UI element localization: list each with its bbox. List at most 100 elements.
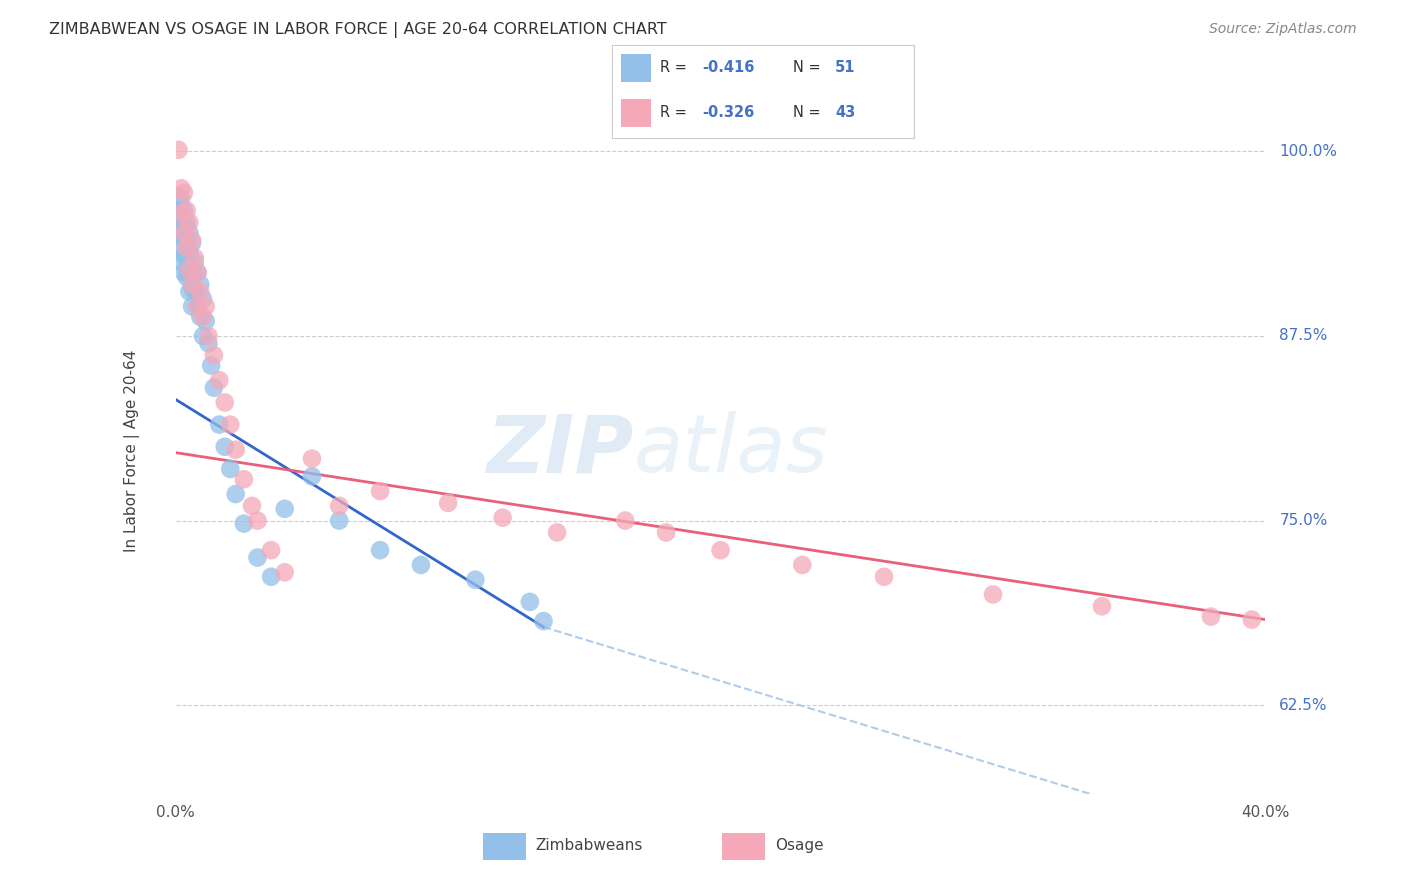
Point bbox=[188, 310, 211, 324]
Point bbox=[546, 525, 568, 540]
Point bbox=[173, 203, 195, 218]
Point bbox=[179, 226, 201, 240]
Point bbox=[214, 440, 236, 454]
Point bbox=[179, 262, 201, 277]
Point bbox=[873, 570, 896, 584]
Bar bbox=[484, 833, 526, 860]
Point bbox=[368, 484, 391, 499]
Point bbox=[437, 496, 460, 510]
Point bbox=[181, 277, 204, 292]
Point bbox=[260, 543, 283, 558]
Point bbox=[368, 543, 391, 558]
Text: ZIP: ZIP bbox=[486, 411, 633, 490]
Point bbox=[186, 300, 209, 314]
Point bbox=[176, 251, 198, 265]
Point bbox=[167, 203, 190, 218]
Point bbox=[176, 269, 198, 284]
Point bbox=[219, 417, 242, 432]
Point bbox=[202, 348, 225, 362]
Point bbox=[167, 188, 190, 202]
Text: Osage: Osage bbox=[775, 838, 824, 853]
Bar bbox=[620, 54, 651, 82]
Point bbox=[181, 233, 204, 247]
Point bbox=[655, 525, 678, 540]
Point bbox=[194, 314, 217, 328]
Point bbox=[533, 614, 555, 628]
Point bbox=[181, 280, 204, 294]
Point bbox=[301, 451, 323, 466]
Text: Source: ZipAtlas.com: Source: ZipAtlas.com bbox=[1209, 22, 1357, 37]
Text: ZIMBABWEAN VS OSAGE IN LABOR FORCE | AGE 20-64 CORRELATION CHART: ZIMBABWEAN VS OSAGE IN LABOR FORCE | AGE… bbox=[49, 22, 666, 38]
Point bbox=[191, 292, 214, 306]
Text: 100.0%: 100.0% bbox=[1279, 144, 1337, 159]
Text: N =: N = bbox=[793, 60, 825, 75]
Point bbox=[186, 265, 209, 279]
Point bbox=[464, 573, 486, 587]
Text: N =: N = bbox=[793, 105, 825, 120]
Point bbox=[246, 550, 269, 565]
Point bbox=[176, 233, 198, 247]
Point bbox=[614, 514, 637, 528]
Point bbox=[409, 558, 432, 572]
Point bbox=[191, 310, 214, 324]
Point bbox=[260, 570, 283, 584]
Point bbox=[184, 285, 207, 299]
Point bbox=[181, 262, 204, 277]
Point bbox=[1199, 609, 1222, 624]
Point bbox=[197, 336, 219, 351]
Point bbox=[274, 566, 297, 580]
Point bbox=[301, 469, 323, 483]
Text: 87.5%: 87.5% bbox=[1279, 328, 1327, 343]
Text: 75.0%: 75.0% bbox=[1279, 513, 1327, 528]
Point bbox=[184, 251, 207, 265]
Point bbox=[170, 192, 193, 206]
Text: atlas: atlas bbox=[633, 411, 828, 490]
Point bbox=[179, 244, 201, 259]
Point bbox=[225, 442, 247, 457]
Point bbox=[186, 300, 209, 314]
Point bbox=[246, 514, 269, 528]
Text: Zimbabweans: Zimbabweans bbox=[536, 838, 643, 853]
Point bbox=[792, 558, 814, 572]
Point bbox=[173, 233, 195, 247]
Point bbox=[197, 329, 219, 343]
Point bbox=[181, 300, 204, 314]
Point bbox=[328, 499, 350, 513]
Point bbox=[186, 265, 209, 279]
Point bbox=[173, 186, 195, 200]
Point bbox=[214, 395, 236, 409]
Point bbox=[170, 211, 193, 225]
Point bbox=[173, 265, 195, 279]
Point bbox=[170, 226, 193, 240]
Point bbox=[200, 359, 222, 373]
Point bbox=[188, 277, 211, 292]
Point bbox=[202, 381, 225, 395]
Text: 43: 43 bbox=[835, 105, 856, 120]
Point bbox=[167, 143, 190, 157]
Text: 62.5%: 62.5% bbox=[1279, 698, 1327, 713]
Point bbox=[1240, 613, 1263, 627]
Point bbox=[492, 510, 515, 524]
Point bbox=[225, 487, 247, 501]
Point bbox=[191, 329, 214, 343]
Point bbox=[179, 215, 201, 229]
Point bbox=[274, 501, 297, 516]
Point bbox=[188, 285, 211, 299]
Point bbox=[170, 206, 193, 220]
Point bbox=[176, 240, 198, 254]
Point bbox=[173, 248, 195, 262]
Text: R =: R = bbox=[659, 105, 692, 120]
Point bbox=[328, 514, 350, 528]
Point bbox=[173, 218, 195, 232]
Text: In Labor Force | Age 20-64: In Labor Force | Age 20-64 bbox=[124, 350, 141, 551]
Point bbox=[179, 285, 201, 299]
Point bbox=[219, 462, 242, 476]
Point bbox=[519, 595, 541, 609]
Point bbox=[208, 373, 231, 387]
Point bbox=[1091, 599, 1114, 614]
Point bbox=[981, 587, 1004, 601]
Bar bbox=[620, 99, 651, 127]
Bar bbox=[723, 833, 765, 860]
Point bbox=[232, 472, 254, 486]
Point bbox=[194, 300, 217, 314]
